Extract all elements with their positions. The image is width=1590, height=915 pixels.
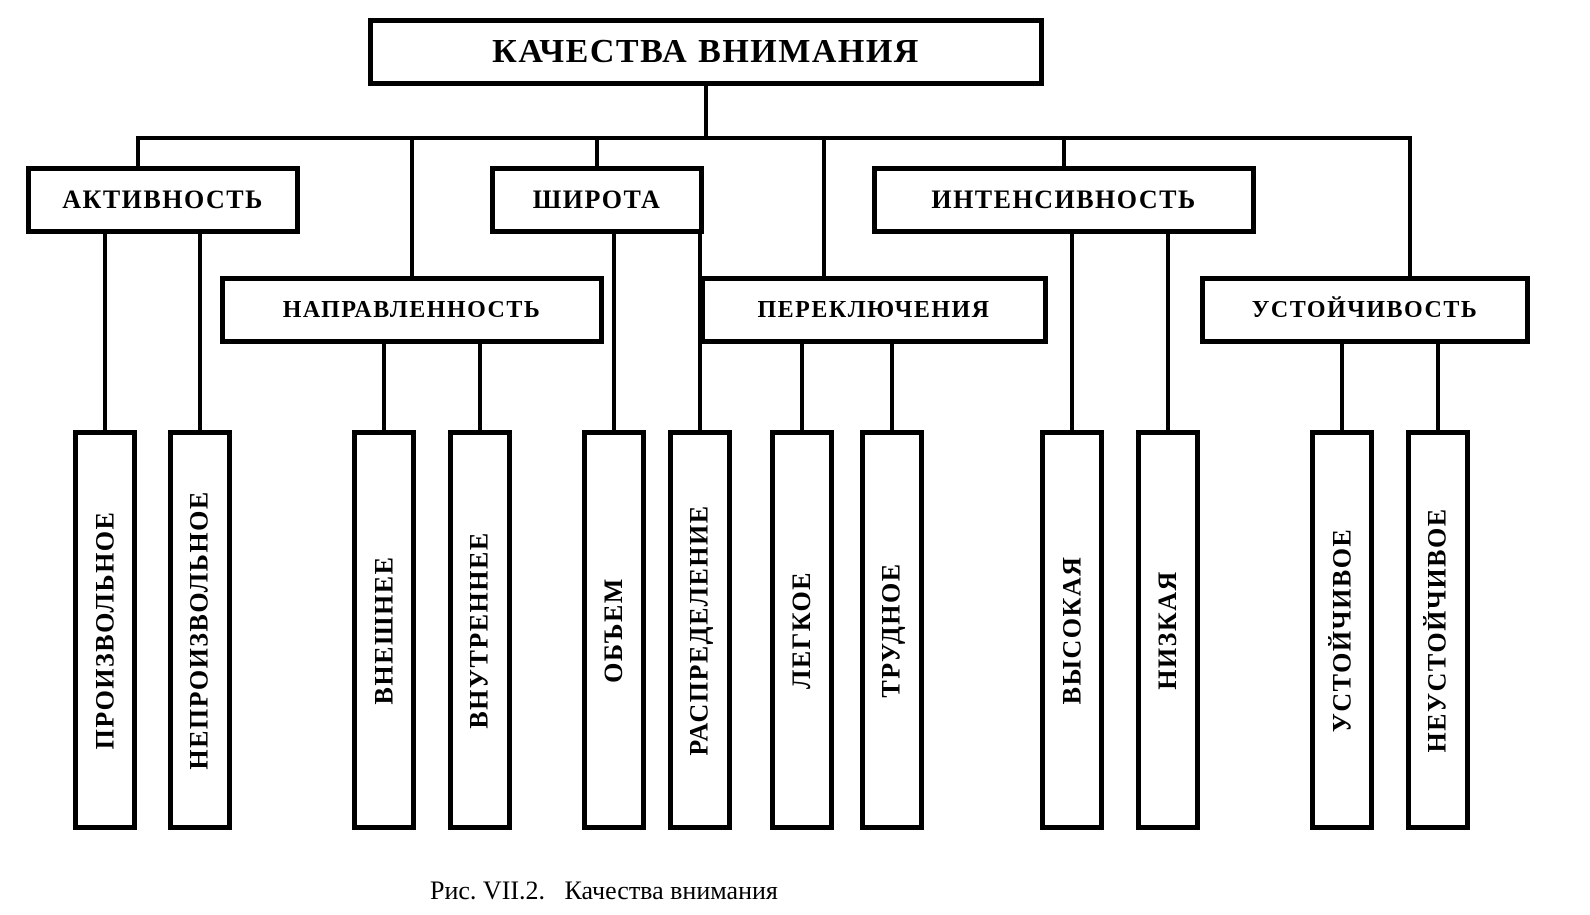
node-switching: ПЕРЕКЛЮЧЕНИЯ <box>700 276 1048 344</box>
node-intensity-label: ИНТЕНСИВНОСТЬ <box>931 185 1196 215</box>
leaf-vneshnee: ВНЕШНЕЕ <box>352 430 416 830</box>
diagram-stage: КАЧЕСТВА ВНИМАНИЯ АКТИВНОСТЬ ШИРОТА ИНТЕ… <box>0 0 1590 915</box>
leaf-label: ТРУДНОЕ <box>877 562 907 697</box>
leaf-ustoychivoe: УСТОЙЧИВОЕ <box>1310 430 1374 830</box>
leaf-label: ВНУТРЕННЕЕ <box>465 531 495 728</box>
leaf-trudnoe: ТРУДНОЕ <box>860 430 924 830</box>
node-stability-label: УСТОЙЧИВОСТЬ <box>1252 297 1478 324</box>
node-root: КАЧЕСТВА ВНИМАНИЯ <box>368 18 1044 86</box>
leaf-label: РАСПРЕДЕЛЕНИЕ <box>685 504 715 755</box>
leaf-neustoychivoe: НЕУСТОЙЧИВОЕ <box>1406 430 1470 830</box>
node-stability: УСТОЙЧИВОСТЬ <box>1200 276 1530 344</box>
leaf-label: ЛЕГКОЕ <box>787 571 817 689</box>
node-activity-label: АКТИВНОСТЬ <box>62 185 264 215</box>
leaf-label: НИЗКАЯ <box>1153 570 1183 690</box>
leaf-label: УСТОЙЧИВОЕ <box>1327 528 1357 733</box>
caption-text: Качества внимания <box>565 876 778 905</box>
node-direction: НАПРАВЛЕННОСТЬ <box>220 276 604 344</box>
leaf-vnutrennee: ВНУТРЕННЕЕ <box>448 430 512 830</box>
leaf-vysokaya: ВЫСОКАЯ <box>1040 430 1104 830</box>
leaf-label: НЕПРОИЗВОЛЬНОЕ <box>185 490 215 769</box>
leaf-label: ОБЪЕМ <box>599 577 629 683</box>
leaf-neproizvolnoe: НЕПРОИЗВОЛЬНОЕ <box>168 430 232 830</box>
leaf-raspredelenie: РАСПРЕДЕЛЕНИЕ <box>668 430 732 830</box>
leaf-label: ВНЕШНЕЕ <box>369 556 399 705</box>
node-activity: АКТИВНОСТЬ <box>26 166 300 234</box>
node-intensity: ИНТЕНСИВНОСТЬ <box>872 166 1256 234</box>
leaf-obem: ОБЪЕМ <box>582 430 646 830</box>
leaf-nizkaya: НИЗКАЯ <box>1136 430 1200 830</box>
leaf-proizvolnoe: ПРОИЗВОЛЬНОЕ <box>73 430 137 830</box>
node-width: ШИРОТА <box>490 166 704 234</box>
node-switching-label: ПЕРЕКЛЮЧЕНИЯ <box>757 297 990 324</box>
figure-caption: Рис. VII.2. Качества внимания <box>430 876 778 906</box>
leaf-label: ВЫСОКАЯ <box>1057 556 1087 705</box>
caption-prefix: Рис. VII.2. <box>430 876 545 905</box>
node-width-label: ШИРОТА <box>533 185 662 215</box>
node-root-label: КАЧЕСТВА ВНИМАНИЯ <box>492 33 920 71</box>
leaf-legkoe: ЛЕГКОЕ <box>770 430 834 830</box>
leaf-label: НЕУСТОЙЧИВОЕ <box>1423 507 1453 752</box>
leaf-label: ПРОИЗВОЛЬНОЕ <box>90 511 120 750</box>
node-direction-label: НАПРАВЛЕННОСТЬ <box>283 297 541 324</box>
